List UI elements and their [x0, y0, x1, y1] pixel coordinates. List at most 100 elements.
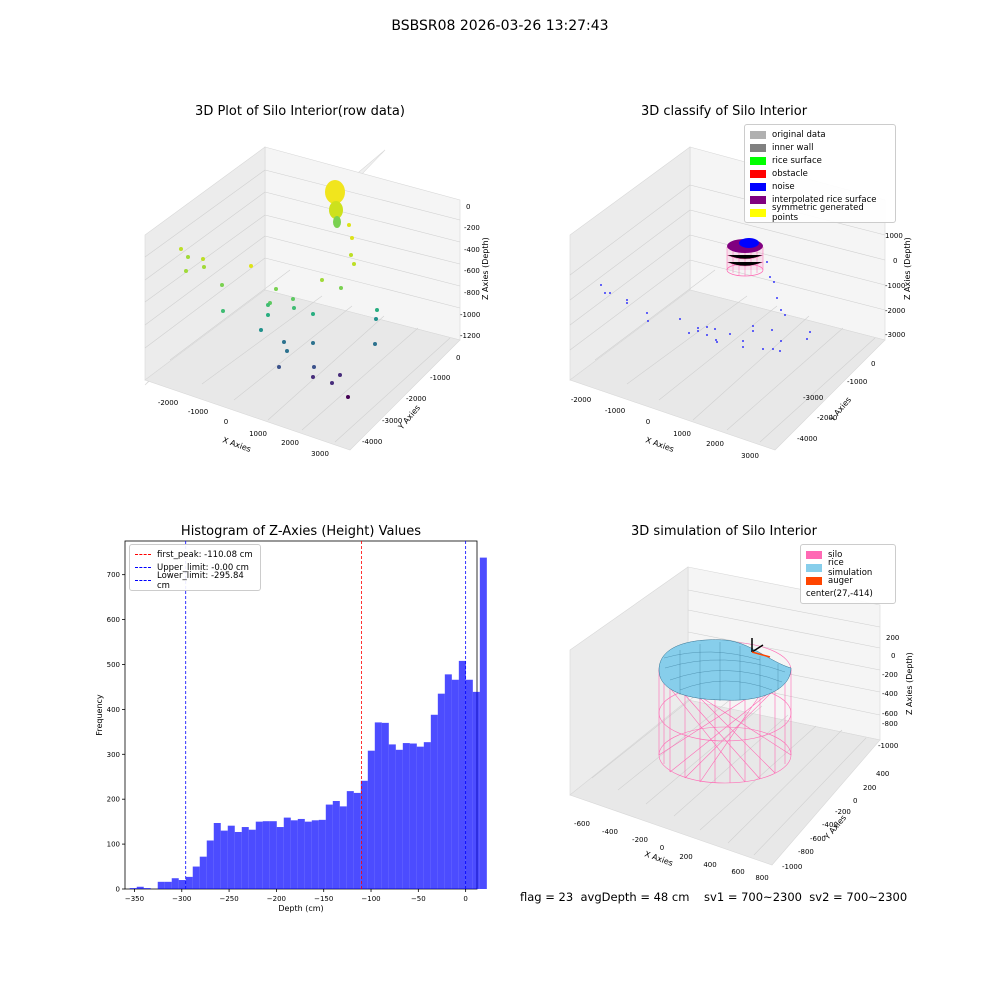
legend-label: auger: [828, 575, 853, 586]
raw-ztick: -200: [464, 224, 480, 232]
simulation-rice-surface: [658, 639, 792, 701]
simulation-auger: [751, 638, 771, 658]
histogram-bar: [206, 840, 214, 889]
legend-entry: Upper_limit: -0.00 cm: [135, 561, 255, 574]
histogram-ytick-label: 700: [107, 571, 120, 579]
histogram-bar: [304, 821, 312, 889]
simulation-xtick: 800: [755, 874, 768, 880]
classify-legend: original data inner wall rice surface ob…: [744, 124, 896, 223]
simulation-xtick: 200: [679, 853, 692, 861]
histogram-bar: [269, 821, 277, 889]
raw-ytick: -2000: [406, 395, 426, 403]
histogram-bar: [458, 660, 466, 889]
histogram-bar: [143, 888, 151, 889]
legend-entry: center(27,-414): [806, 587, 890, 600]
legend-entry: inner wall: [750, 141, 890, 154]
raw-ytick: -3000: [382, 417, 402, 425]
classify-xtick: -2000: [571, 396, 591, 404]
histogram-bar: [395, 749, 403, 889]
legend-swatch: [750, 195, 766, 204]
classify-xlabel: X Axies: [644, 435, 675, 454]
simulation-ytick: 0: [853, 797, 857, 805]
histogram-bar: [346, 791, 354, 889]
figure-title: BSBSR08 2026-03-26 13:27:43: [391, 18, 609, 34]
histogram-xtick-label: −300: [172, 895, 191, 903]
histogram-bar: [318, 819, 326, 889]
histogram-legend: first_peak: -110.08 cm Upper_limit: -0.0…: [129, 544, 261, 591]
histogram-bar: [241, 827, 249, 889]
legend-label: Upper_limit: -0.00 cm: [157, 562, 249, 573]
histogram-bar: [283, 817, 291, 889]
histogram-ytick-label: 200: [107, 796, 120, 804]
legend-label: rice surface: [772, 155, 822, 166]
histogram-bar: [185, 876, 193, 889]
raw-ztick: -1200: [460, 332, 480, 340]
raw-ytick: 0: [456, 354, 460, 362]
histogram-bar: [192, 866, 200, 889]
legend-label: center(27,-414): [806, 588, 873, 599]
histogram-xtick-label: 0: [463, 895, 467, 903]
legend-swatch: [750, 143, 766, 152]
histogram-bar: [178, 880, 186, 889]
simulation-zlabel: Z Axies (Depth): [905, 652, 914, 715]
classify-ylabel: Y Axies: [827, 395, 853, 424]
simulation-ztick: -800: [882, 720, 898, 728]
raw-xtick: -2000: [158, 399, 178, 407]
histogram-bar: [311, 820, 319, 889]
raw-ytick: -4000: [362, 438, 382, 446]
classify-plot-title: 3D classify of Silo Interior: [640, 104, 808, 119]
simulation-ytick: -800: [798, 848, 814, 856]
simulation-legend: silo rice simulation auger center(27,-41…: [800, 544, 896, 604]
histogram-bar: [164, 881, 172, 889]
histogram-bar: [129, 888, 137, 889]
simulation-xlabel: X Axies: [643, 849, 674, 868]
histogram-bar: [465, 679, 473, 889]
histogram-xtick-label: −50: [411, 895, 426, 903]
raw-xtick: 1000: [249, 430, 267, 438]
raw-point-cloud: [179, 180, 379, 399]
classify-ztick: -2000: [885, 307, 905, 315]
histogram-bar: [353, 792, 361, 889]
simulation-xtick: -200: [632, 836, 648, 844]
histogram-bar: [360, 780, 368, 889]
histogram-bar: [136, 886, 144, 889]
legend-entry: rice simulation: [806, 558, 890, 578]
legend-label: symmetric generated points: [772, 202, 864, 223]
legend-label: obstacle: [772, 168, 808, 179]
legend-entry: noise: [750, 180, 890, 193]
histogram-ytick-label: 0: [116, 886, 120, 894]
classify-zlabel: Z Axies (Depth): [903, 237, 912, 300]
raw-zlabel: Z Axies (Depth): [481, 237, 490, 300]
histogram-bar: [423, 742, 431, 889]
raw-xtick: 0: [224, 418, 228, 426]
histogram-bar: [171, 878, 179, 889]
legend-label: silo: [828, 549, 843, 560]
histogram-bar: [388, 744, 396, 889]
legend-label: noise: [772, 181, 795, 192]
histogram-bar: [409, 743, 417, 889]
histogram-bar: [479, 557, 487, 889]
legend-entry: symmetric generated points: [750, 203, 890, 223]
legend-entry: original data: [750, 128, 890, 141]
histogram-bar: [248, 829, 256, 889]
histogram-bar: [381, 722, 389, 889]
status-line: flag = 23 avgDepth = 48 cm sv1 = 700~230…: [520, 890, 908, 904]
simulation-ztick: 200: [886, 634, 899, 642]
legend-entry: first_peak: -110.08 cm: [135, 548, 255, 561]
legend-entry: auger: [806, 574, 890, 587]
raw-xlabel: X Axies: [221, 435, 252, 454]
histogram-ytick-label: 600: [107, 616, 120, 624]
histogram-xtick-label: −100: [361, 895, 380, 903]
histogram-xlabel: Depth (cm): [278, 904, 323, 913]
simulation-xtick: -600: [574, 820, 590, 828]
legend-label: rice simulation: [828, 557, 873, 578]
simulation-plot-title: 3D simulation of Silo Interior: [631, 524, 817, 539]
simulation-ztick: -200: [882, 671, 898, 679]
histogram-bar: [290, 820, 298, 889]
classify-ztick: 0: [893, 257, 897, 265]
classify-ytick: 0: [871, 360, 875, 368]
legend-entry: silo: [806, 548, 890, 561]
simulation-ztick: -400: [882, 690, 898, 698]
simulation-ztick: 0: [891, 652, 895, 660]
legend-label: original data: [772, 129, 826, 140]
